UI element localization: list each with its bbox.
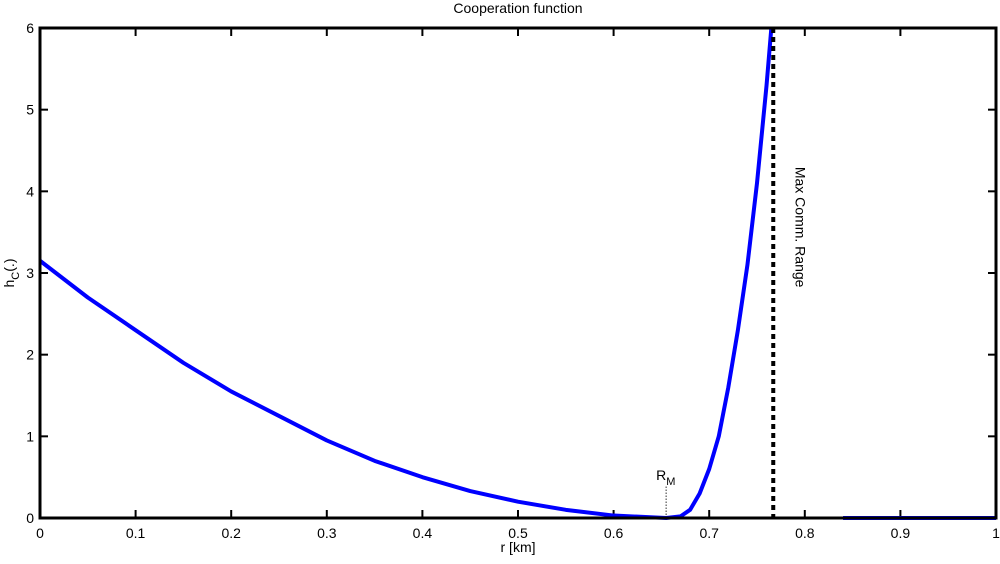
y-label-base: h [1, 280, 17, 288]
x-tick-label: 0.4 [413, 525, 433, 541]
x-tick-label: 0.3 [317, 525, 337, 541]
x-tick-label: 1 [992, 525, 1000, 541]
plot-frame [38, 26, 998, 520]
range-label: Max Comm. Range [792, 167, 808, 288]
x-axis-label: r [km] [501, 539, 536, 555]
chart-title: Cooperation function [453, 0, 582, 16]
x-tick-label: 0.2 [221, 525, 241, 541]
y-tick-label: 0 [26, 510, 34, 526]
x-tick-label: 0.1 [126, 525, 146, 541]
y-label-tail: (.) [1, 259, 17, 272]
y-tick-label: 3 [26, 265, 34, 281]
marker-label: RM [656, 467, 675, 488]
x-tick-label: 0.6 [604, 525, 624, 541]
marker-label-sub: M [666, 476, 675, 488]
x-tick-label: 0 [36, 525, 44, 541]
y-tick-label: 6 [26, 20, 34, 36]
y-axis-label: hC(.) [1, 259, 22, 288]
x-tick-label: 0.9 [891, 525, 911, 541]
marker-label-base: R [656, 467, 666, 483]
y-label-sub: C [10, 272, 22, 280]
x-tick-label: 0.8 [795, 525, 815, 541]
data-line [38, 27, 996, 520]
y-tick-label: 4 [26, 183, 34, 199]
x-tick-label: 0.7 [699, 525, 719, 541]
x-tick-label: 0.5 [508, 525, 528, 541]
y-tick-label: 2 [26, 347, 34, 363]
y-tick-label: 1 [26, 428, 34, 444]
y-tick-label: 5 [26, 102, 34, 118]
